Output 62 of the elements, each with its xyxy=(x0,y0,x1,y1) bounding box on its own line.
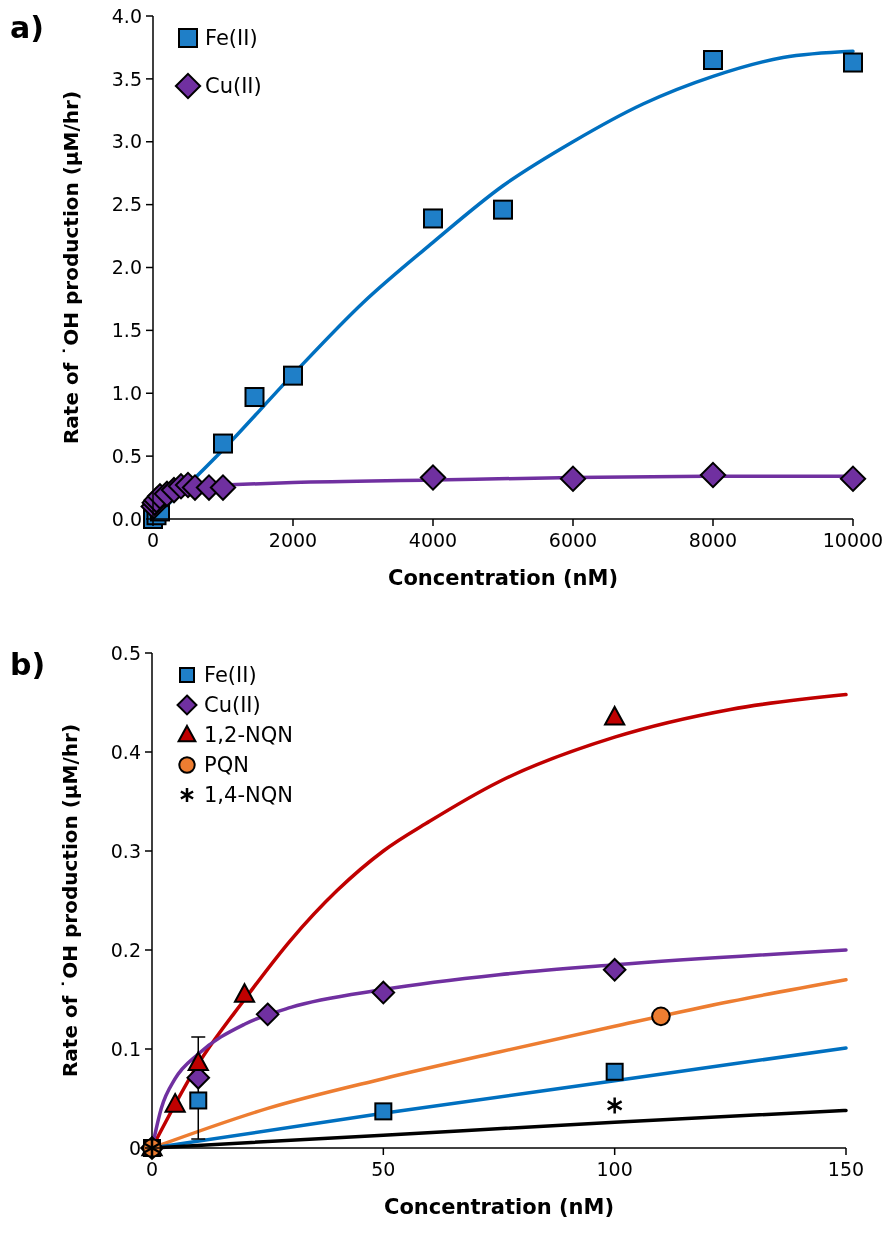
point xyxy=(209,474,237,501)
point xyxy=(604,705,626,726)
x-tick-label: 8000 xyxy=(688,529,738,551)
point xyxy=(189,1091,208,1110)
point xyxy=(651,1006,671,1027)
point xyxy=(187,1051,209,1072)
point xyxy=(839,465,867,492)
x-tick-label: 0 xyxy=(146,529,160,551)
point xyxy=(244,387,265,408)
chart-title: a) xyxy=(10,10,44,45)
x-tick-label: 2000 xyxy=(268,529,318,551)
point xyxy=(233,983,256,1003)
legend-label: 1,2-NQN xyxy=(204,723,293,748)
y-tick-label: 2.0 xyxy=(111,256,142,279)
y-tick-label: 4.0 xyxy=(111,4,142,27)
point xyxy=(493,199,513,220)
y-tick-label: 0.3 xyxy=(110,839,141,862)
point xyxy=(255,1002,280,1027)
legend-label: Fe(II) xyxy=(205,26,258,51)
y-tick-label: 0.2 xyxy=(110,938,141,961)
y-tick-label: 0.0 xyxy=(111,507,142,530)
legend-label: Cu(II) xyxy=(205,74,262,99)
point xyxy=(605,1062,624,1081)
y-tick-label: 1.5 xyxy=(111,319,142,342)
x-tick-label: 100 xyxy=(596,1158,633,1180)
point xyxy=(699,461,727,489)
x-tick-label: 0 xyxy=(145,1158,159,1180)
y-tick-label: 3.0 xyxy=(111,130,142,153)
point xyxy=(559,465,587,492)
x-axis-title: Concentration (nM) xyxy=(388,566,618,590)
y-tick-label: 0 xyxy=(128,1136,141,1159)
y-tick-label: 0.1 xyxy=(110,1037,141,1060)
legend-label: Cu(II) xyxy=(204,693,261,718)
x-tick-label: 10000 xyxy=(822,529,884,551)
x-tick-label: 6000 xyxy=(548,529,598,551)
y-axis-title: Rate of ˙OH production (µM/hr) xyxy=(58,723,82,1078)
x-tick-label: 150 xyxy=(827,1158,865,1180)
y-tick-label: 3.5 xyxy=(111,67,142,90)
point xyxy=(606,1096,623,1115)
legend-label: 1,4-NQN xyxy=(204,783,293,808)
point xyxy=(423,208,443,229)
point xyxy=(164,1093,186,1113)
point xyxy=(703,50,723,71)
point xyxy=(371,980,396,1005)
legend-label: PQN xyxy=(204,753,249,778)
y-tick-label: 0.4 xyxy=(110,740,141,763)
x-tick-label: 4000 xyxy=(408,529,458,551)
y-tick-label: 1.0 xyxy=(111,381,142,404)
point xyxy=(213,433,233,454)
y-tick-label: 0.5 xyxy=(111,444,142,467)
chart-title: b) xyxy=(10,647,46,682)
point xyxy=(843,52,863,73)
x-tick-label: 50 xyxy=(371,1158,396,1180)
y-tick-label: 0.5 xyxy=(110,641,141,664)
y-axis-title: Rate of ˙OH production (µM/hr) xyxy=(59,90,83,445)
y-tick-label: 2.5 xyxy=(111,193,142,216)
point xyxy=(419,464,447,491)
legend-label: Fe(II) xyxy=(204,663,257,688)
point xyxy=(374,1102,393,1121)
x-axis-title: Concentration (nM) xyxy=(384,1195,614,1219)
point xyxy=(602,958,627,982)
point xyxy=(283,365,303,386)
